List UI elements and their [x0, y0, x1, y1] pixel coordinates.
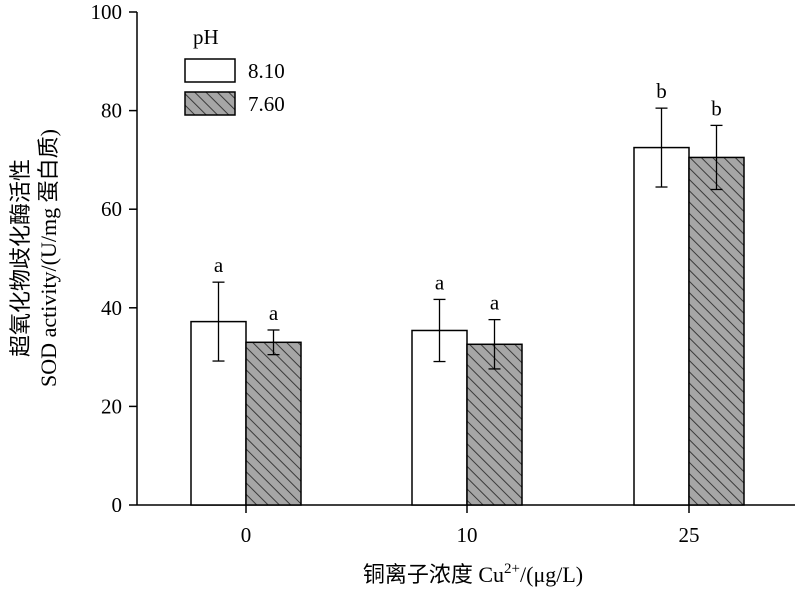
y-axis-label-line1: 超氧化物歧化酶活性	[8, 159, 33, 357]
legend-label-8.10: 8.10	[248, 59, 285, 83]
bar-7.60-0	[245, 341, 302, 506]
significance-letter: a	[214, 253, 224, 277]
significance-letter: b	[711, 96, 722, 120]
x-tick-label: 25	[679, 523, 700, 547]
axes: 0 20 40 60 80 100 0 10 25	[91, 0, 795, 547]
y-tick-label: 100	[91, 0, 123, 24]
y-tick-label: 20	[101, 394, 122, 418]
y-tick-label: 0	[112, 493, 123, 517]
y-tick-label: 60	[101, 197, 122, 221]
bars-group: a a b a a b	[190, 79, 745, 506]
significance-letter: b	[656, 79, 667, 103]
x-axis-label: 铜离子浓度 Cu2+/(μg/L)	[363, 561, 583, 587]
bar-8.10-25	[633, 146, 690, 506]
bar-7.60-10	[466, 343, 523, 506]
legend-title: pH	[193, 25, 219, 49]
bar-8.10-0	[190, 320, 247, 506]
y-tick-label: 40	[101, 296, 122, 320]
significance-letter: a	[490, 291, 500, 315]
y-axis-label-line2: SOD activity/(U/mg 蛋白质)	[36, 129, 61, 387]
legend-swatch-7.60	[184, 91, 236, 116]
significance-letter: a	[269, 301, 279, 325]
x-tick-label: 0	[241, 523, 252, 547]
legend-swatch-8.10	[184, 58, 236, 83]
x-tick-label: 10	[457, 523, 478, 547]
legend-label-7.60: 7.60	[248, 92, 285, 116]
significance-letter: a	[435, 270, 445, 294]
y-tick-label: 80	[101, 99, 122, 123]
bar-7.60-25	[688, 156, 745, 506]
legend: pH 8.10 7.60	[184, 25, 285, 116]
